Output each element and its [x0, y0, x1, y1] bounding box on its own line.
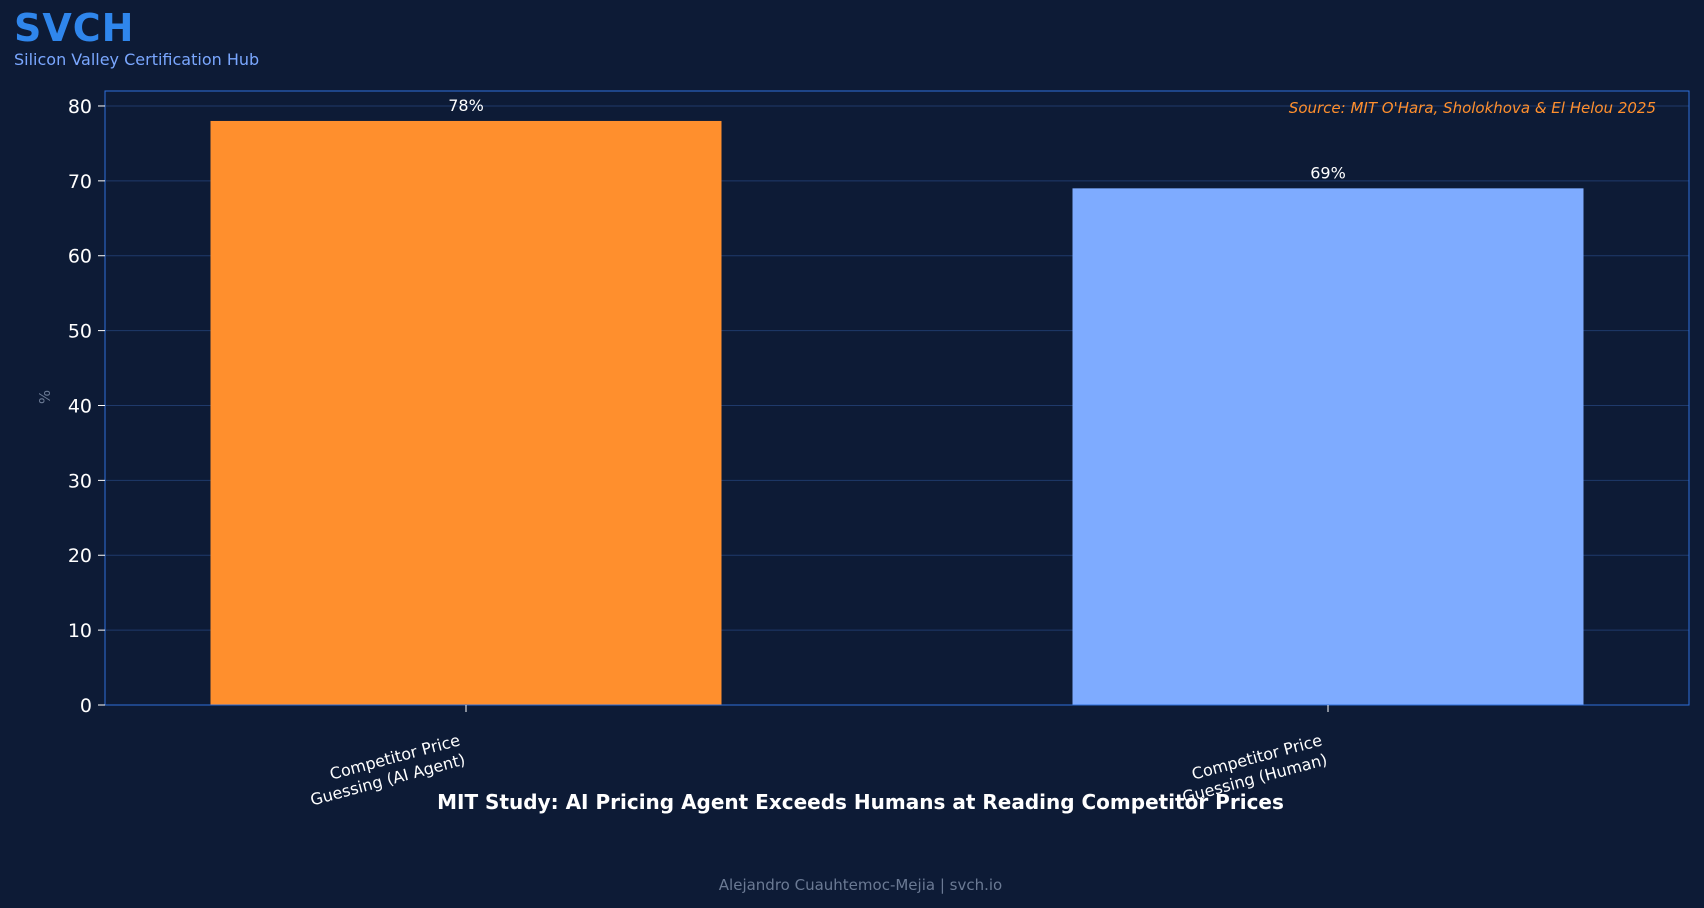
y-tick-label: 80: [68, 96, 92, 118]
bar-value-label: 69%: [1310, 163, 1346, 182]
bar: [210, 120, 722, 705]
bar: [1072, 188, 1584, 706]
y-tick-label: 0: [80, 695, 92, 717]
bars: 78% 69%: [210, 96, 1584, 706]
y-tick-label: 50: [68, 321, 92, 343]
source-annotation: Source: MIT O'Hara, Sholokhova & El Helo…: [1289, 99, 1656, 117]
y-axis: 0 10 20 30 40 50 60 70 80: [68, 96, 105, 717]
brand: SVCH Silicon Valley Certification Hub: [14, 6, 259, 70]
footer-credit: Alejandro Cuauhtemoc-Mejia | svch.io: [718, 876, 1003, 894]
brand-subtitle: Silicon Valley Certification Hub: [14, 50, 260, 69]
brand-name: SVCH: [14, 6, 135, 50]
y-tick-label: 60: [68, 246, 92, 268]
y-tick-label: 20: [68, 545, 92, 567]
y-axis-label: %: [36, 390, 54, 404]
y-tick-label: 10: [68, 620, 92, 642]
chart-title: MIT Study: AI Pricing Agent Exceeds Huma…: [437, 790, 1284, 814]
bar-value-label: 78%: [448, 96, 484, 115]
y-tick-label: 70: [68, 171, 92, 193]
plot-frame: [104, 90, 1690, 706]
y-tick-label: 30: [68, 470, 92, 492]
y-tick-label: 40: [68, 395, 92, 417]
